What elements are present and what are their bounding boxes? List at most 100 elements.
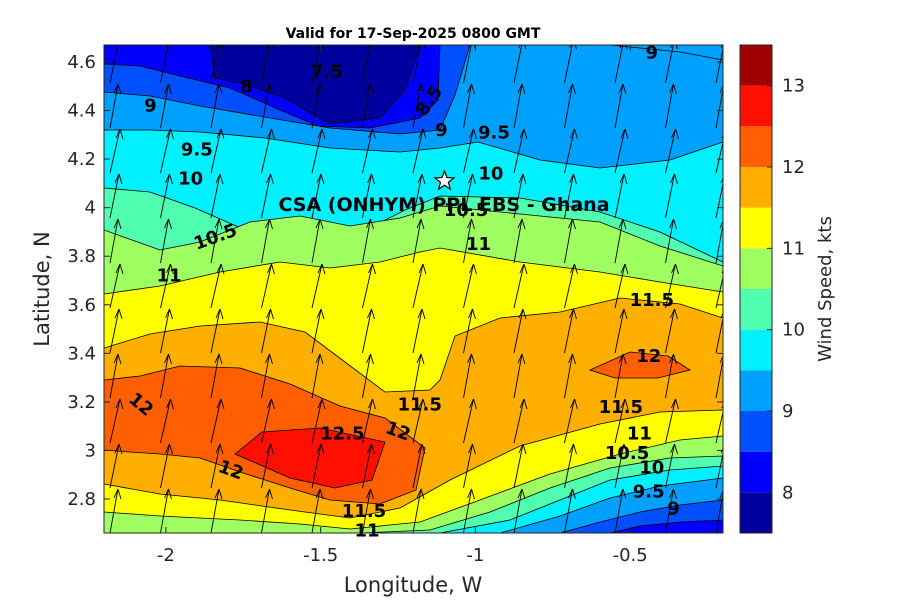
contour-label: 12 (636, 346, 661, 367)
band-12-right (588, 351, 692, 379)
y-tick-label: 2.8 (67, 489, 96, 510)
wind-arrow (161, 0, 174, 38)
wind-arrow (412, 83, 425, 129)
wind-arrow (362, 353, 374, 399)
wind-arrow (564, 218, 576, 264)
contour-label: 9.5 (181, 139, 213, 160)
wind-arrow (210, 128, 225, 174)
wind-arrow (412, 45, 426, 84)
wind-arrow (160, 218, 172, 264)
wind-arrow (412, 398, 427, 444)
contour-label: 11 (466, 234, 491, 255)
contour-label: 9 (435, 120, 448, 141)
wind-arrow (565, 0, 578, 38)
wind-arrow (210, 488, 223, 533)
wind-arrow (665, 263, 679, 309)
wind-arrow (463, 218, 475, 264)
wind-arrow (665, 308, 678, 354)
wind-arrow (311, 173, 325, 219)
wind-arrow (311, 128, 326, 174)
wind-arrow (262, 0, 275, 38)
wind-arrow (160, 308, 173, 354)
wind-arrow (311, 83, 324, 129)
wind-arrow (362, 173, 375, 219)
wind-arrow (311, 398, 326, 444)
wind-arrow (261, 173, 274, 219)
site-label: CSA (ONHYM) PPL EBS - Ghana (278, 194, 609, 216)
contour-label: 9.5 (478, 122, 510, 143)
wind-arrow (513, 173, 527, 219)
wind-arrow (564, 488, 576, 533)
wind-arrow (110, 0, 123, 38)
wind-arrow (160, 173, 173, 219)
wind-arrow (564, 45, 577, 84)
wind-arrow (513, 128, 528, 174)
wind-arrow (109, 488, 122, 533)
x-tick-label: -1 (466, 545, 484, 566)
wind-arrow (463, 173, 476, 219)
colorbar-frame (739, 44, 773, 534)
wind-arrow (311, 488, 324, 533)
y-axis-ticks: 2.8 3 3.2 3.4 3.6 3.8 4 4.2 4.4 4.6 (67, 52, 723, 510)
wind-arrow (463, 488, 475, 533)
wind-arrow (665, 443, 678, 489)
wind-arrow (614, 218, 627, 264)
x-tick-label: -1.5 (303, 545, 338, 566)
wind-arrow (715, 177, 723, 219)
wind-arrow (210, 83, 223, 129)
wind-arrow (160, 263, 174, 309)
wind-arrow (614, 263, 629, 309)
wind-arrow (160, 488, 172, 533)
wind-arrow (109, 353, 122, 399)
y-axis-label: Latitude, N (30, 231, 54, 347)
contour-label: 10 (639, 457, 664, 478)
contour-label: 11.5 (397, 394, 441, 415)
wind-arrow (665, 488, 677, 533)
colorbar-tick-label: 9 (782, 401, 793, 422)
y-tick-label: 4.4 (67, 101, 96, 122)
wind-arrow (412, 263, 427, 309)
wind-arrow (614, 45, 628, 84)
site-marker: CSA (ONHYM) PPL EBS - Ghana (278, 169, 610, 216)
wind-arrow (210, 173, 224, 219)
colorbar-swatch (740, 126, 772, 167)
wind-arrow (210, 398, 225, 444)
wind-arrow (160, 83, 172, 129)
colorbar-swatch (740, 167, 772, 208)
y-tick-label: 3.8 (67, 246, 96, 267)
wind-arrow (665, 398, 679, 444)
wind-arrow (463, 308, 476, 354)
wind-arrow (261, 128, 275, 174)
x-tick-label: -2 (157, 545, 175, 566)
wind-arrow (513, 353, 526, 399)
colorbar-swatch (740, 411, 772, 452)
wind-arrow (362, 443, 375, 489)
wind-arrow (564, 263, 578, 309)
wind-arrow (261, 218, 273, 264)
contour-label: 10.5 (444, 200, 488, 221)
wind-arrow (412, 443, 426, 489)
x-axis-ticks: -2 -1.5 -1 -0.5 (157, 45, 648, 566)
wind-arrow (210, 45, 224, 84)
wind-arrow (513, 218, 526, 264)
y-tick-label: 4.2 (67, 149, 96, 170)
wind-arrow (716, 0, 729, 38)
wind-arrow (564, 308, 577, 354)
wind-arrow (412, 128, 427, 174)
wind-arrow (362, 218, 374, 264)
colorbar-swatch (740, 289, 772, 330)
contour-bands (104, 45, 723, 533)
wind-arrow (614, 488, 627, 533)
y-tick-label: 3.2 (67, 392, 96, 413)
wind-arrow (665, 83, 677, 129)
colorbar-swatch (740, 45, 772, 86)
y-tick-label: 3 (85, 440, 96, 461)
wind-arrow (210, 353, 223, 399)
wind-arrow (261, 488, 273, 533)
wind-arrow (160, 128, 174, 174)
wind-arrow (513, 263, 528, 309)
contour-label: 9 (667, 499, 680, 520)
contour-label: 11.5 (630, 290, 674, 311)
wind-arrow (362, 308, 375, 354)
